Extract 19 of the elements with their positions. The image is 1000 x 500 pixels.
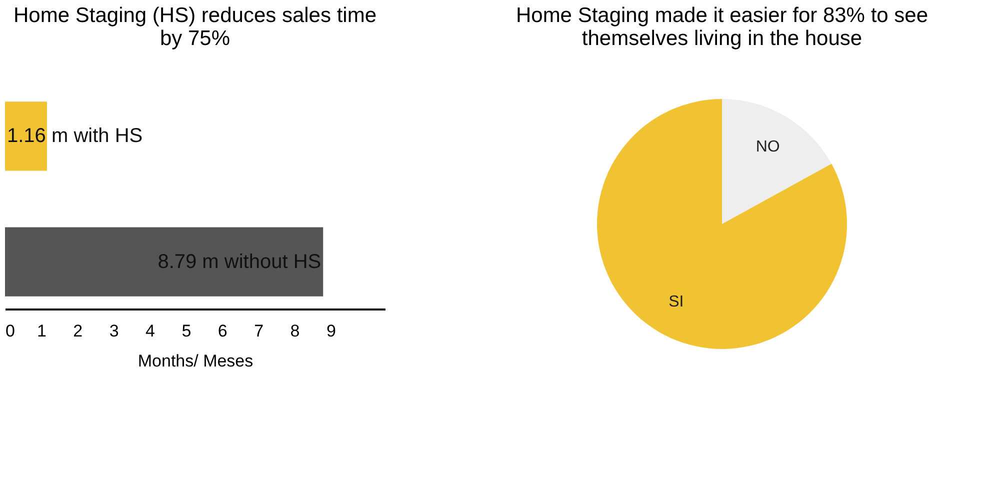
slice-label: NO <box>756 138 780 156</box>
x-axis-title: Months/ Meses <box>138 352 254 370</box>
x-tick-label: 3 <box>109 322 119 340</box>
x-tick-label: 2 <box>73 322 83 340</box>
chart-title: Home Staging (HS) reduces sales time by 75% <box>14 4 376 50</box>
x-tick-label: 8 <box>290 322 300 340</box>
x-tick-label: 1 <box>36 322 46 340</box>
x-tick-label: 7 <box>254 322 264 340</box>
x-tick-label: 9 <box>326 322 336 340</box>
pie-slice <box>597 99 847 349</box>
x-tick-label: 0 <box>6 322 15 340</box>
data-label: 1.16 m with HS <box>7 125 143 148</box>
pie-slice <box>722 99 832 224</box>
chart-title: Home Staging made it easier for 83% to see themselves living in the house <box>516 4 928 50</box>
slice-label: SI <box>668 293 684 310</box>
x-tick-label: 5 <box>182 322 192 340</box>
x-tick-label: 6 <box>218 322 228 340</box>
data-label: 8.79 m without HS <box>158 250 322 273</box>
x-tick-label: 4 <box>146 322 155 340</box>
